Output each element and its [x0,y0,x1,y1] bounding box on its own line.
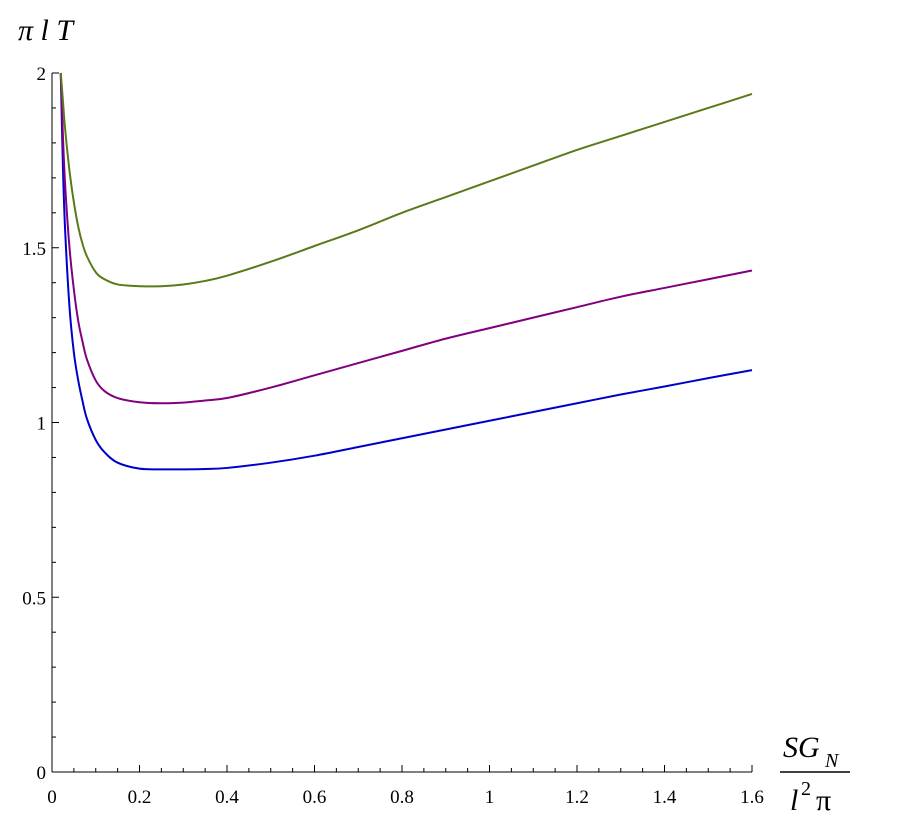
y-tick-label: 0 [37,763,47,784]
x-tick-label: 0.4 [215,787,239,808]
x-axis-title-numerator-base: SG [783,731,820,764]
y-tick-label: 2 [37,64,47,85]
x-axis-title: SG N l 2 π [780,731,850,817]
y-tick-label: 1.5 [22,239,46,260]
x-tick-label: 0 [47,787,57,808]
series-layer [59,72,753,471]
x-axis-title-denominator-tail: π [816,784,831,817]
x-tick-label: 1.4 [653,787,677,808]
series-line-1 [59,72,753,471]
y-tick-label: 1 [37,414,47,435]
axes [51,73,752,773]
x-axis-title-numerator-sub: N [824,750,840,772]
y-axis-title: π l T [18,14,75,47]
ticks: 0 0.2 0.4 0.6 0.8 1 1.2 1.4 1.6 0 0.5 1 1.5 2 [22,64,764,808]
x-tick-label: 0.2 [128,787,152,808]
x-tick-label: 0.8 [390,787,414,808]
x-axis-title-denominator-base: l [790,784,798,817]
x-tick-label: 1 [485,787,495,808]
x-axis-title-denominator-sup: 2 [801,778,811,800]
series-line-2 [59,72,753,405]
y-tick-label: 0.5 [22,588,46,609]
x-tick-label: 0.6 [303,787,327,808]
series-line-3 [59,72,753,288]
x-tick-label: 1.2 [565,787,589,808]
x-tick-label: 1.6 [740,787,764,808]
